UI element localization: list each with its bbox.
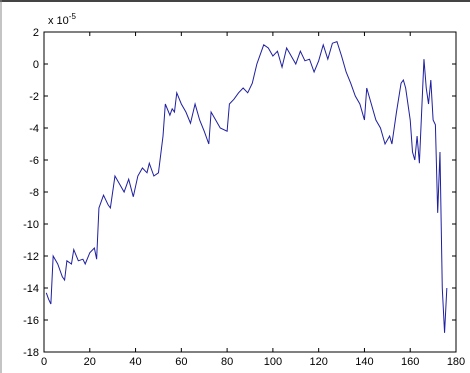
y-multiplier: x 10-5	[48, 12, 76, 27]
x-tick-label: 40	[129, 356, 141, 368]
y-tick-label: -4	[29, 123, 39, 135]
x-tick-label: 0	[41, 356, 47, 368]
y-tick-label: -6	[29, 155, 39, 167]
y-tick-label: 2	[33, 27, 39, 39]
y-tick-label: -16	[23, 315, 39, 327]
x-tick-label: 60	[175, 356, 187, 368]
x-tick-label: 180	[447, 356, 465, 368]
x-tick-label: 140	[355, 356, 373, 368]
y-tick-label: -12	[23, 251, 39, 263]
y-tick-label: -8	[29, 187, 39, 199]
x-tick-label: 80	[221, 356, 233, 368]
x-tick-label: 120	[309, 356, 327, 368]
plot-area	[43, 31, 457, 353]
x-tick-label: 160	[401, 356, 419, 368]
y-multiplier-base: x 10	[48, 15, 69, 27]
x-tick-label: 100	[264, 356, 282, 368]
y-tick-label: -2	[29, 91, 39, 103]
y-tick-label: -14	[23, 283, 39, 295]
y-tick-label: 0	[33, 59, 39, 71]
y-tick-label: -18	[23, 347, 39, 359]
data-line	[45, 40, 448, 333]
y-tick-label: -10	[23, 219, 39, 231]
x-tick-label: 20	[84, 356, 96, 368]
y-multiplier-exponent: -5	[69, 12, 77, 21]
